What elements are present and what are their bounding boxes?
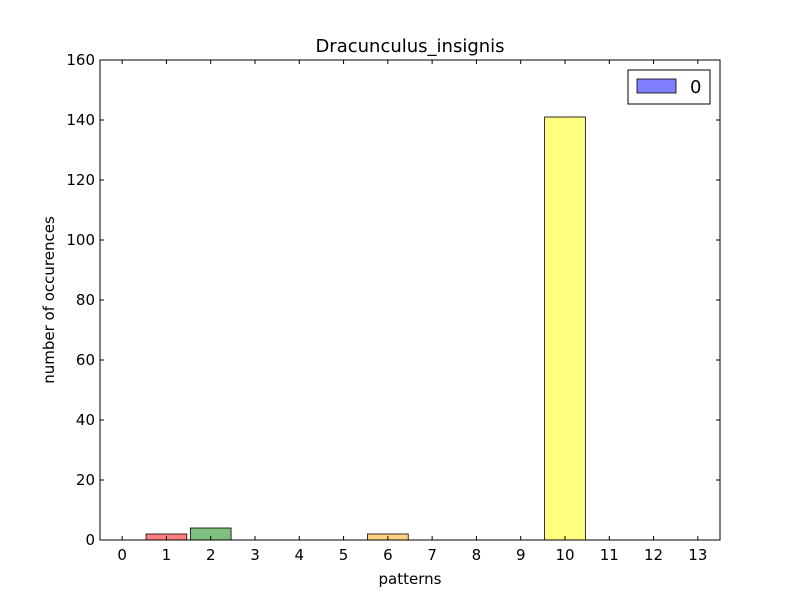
x-axis-label: patterns [379,570,442,588]
y-tick-label-80: 80 [76,291,95,309]
y-axis-label: number of occurences [40,216,58,384]
y-tick-label-120: 120 [66,171,95,189]
y-tick-label-140: 140 [66,111,95,129]
x-tick-label-1: 1 [162,546,172,564]
x-tick-label-2: 2 [206,546,216,564]
x-tick-label-3: 3 [250,546,260,564]
y-tick-label-100: 100 [66,231,95,249]
x-tick-label-5: 5 [339,546,349,564]
y-tick-label-60: 60 [76,351,95,369]
x-tick-label-8: 8 [472,546,482,564]
x-tick-label-13: 13 [688,546,707,564]
x-tick-label-6: 6 [383,546,393,564]
legend: 0 [627,69,711,105]
legend-swatch-0 [636,78,677,94]
x-tick-label-10: 10 [555,546,574,564]
x-tick-label-12: 12 [644,546,663,564]
x-tick-label-9: 9 [516,546,526,564]
bar-10 [544,116,586,541]
x-tick-label-0: 0 [117,546,127,564]
legend-label-0: 0 [690,77,701,98]
x-tick-label-4: 4 [295,546,305,564]
y-tick-label-160: 160 [66,51,95,69]
y-tick-label-40: 40 [76,411,95,429]
chart-title: Dracunculus_insignis [315,36,504,57]
bars-layer [145,116,586,541]
y-tick-label-20: 20 [76,471,95,489]
x-tick-label-11: 11 [600,546,619,564]
y-tick-label-0: 0 [85,531,95,549]
x-tick-label-7: 7 [427,546,437,564]
plot-frame [99,59,721,541]
